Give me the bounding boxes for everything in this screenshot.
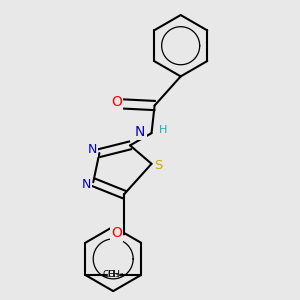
Text: O: O bbox=[111, 95, 122, 110]
Text: N: N bbox=[88, 143, 97, 157]
Text: H: H bbox=[159, 125, 168, 135]
Text: CH₃: CH₃ bbox=[102, 271, 119, 280]
Text: N: N bbox=[135, 124, 146, 139]
Text: N: N bbox=[82, 178, 91, 191]
Text: S: S bbox=[154, 159, 163, 172]
Text: O: O bbox=[111, 226, 122, 240]
Text: CH₃: CH₃ bbox=[108, 271, 124, 280]
